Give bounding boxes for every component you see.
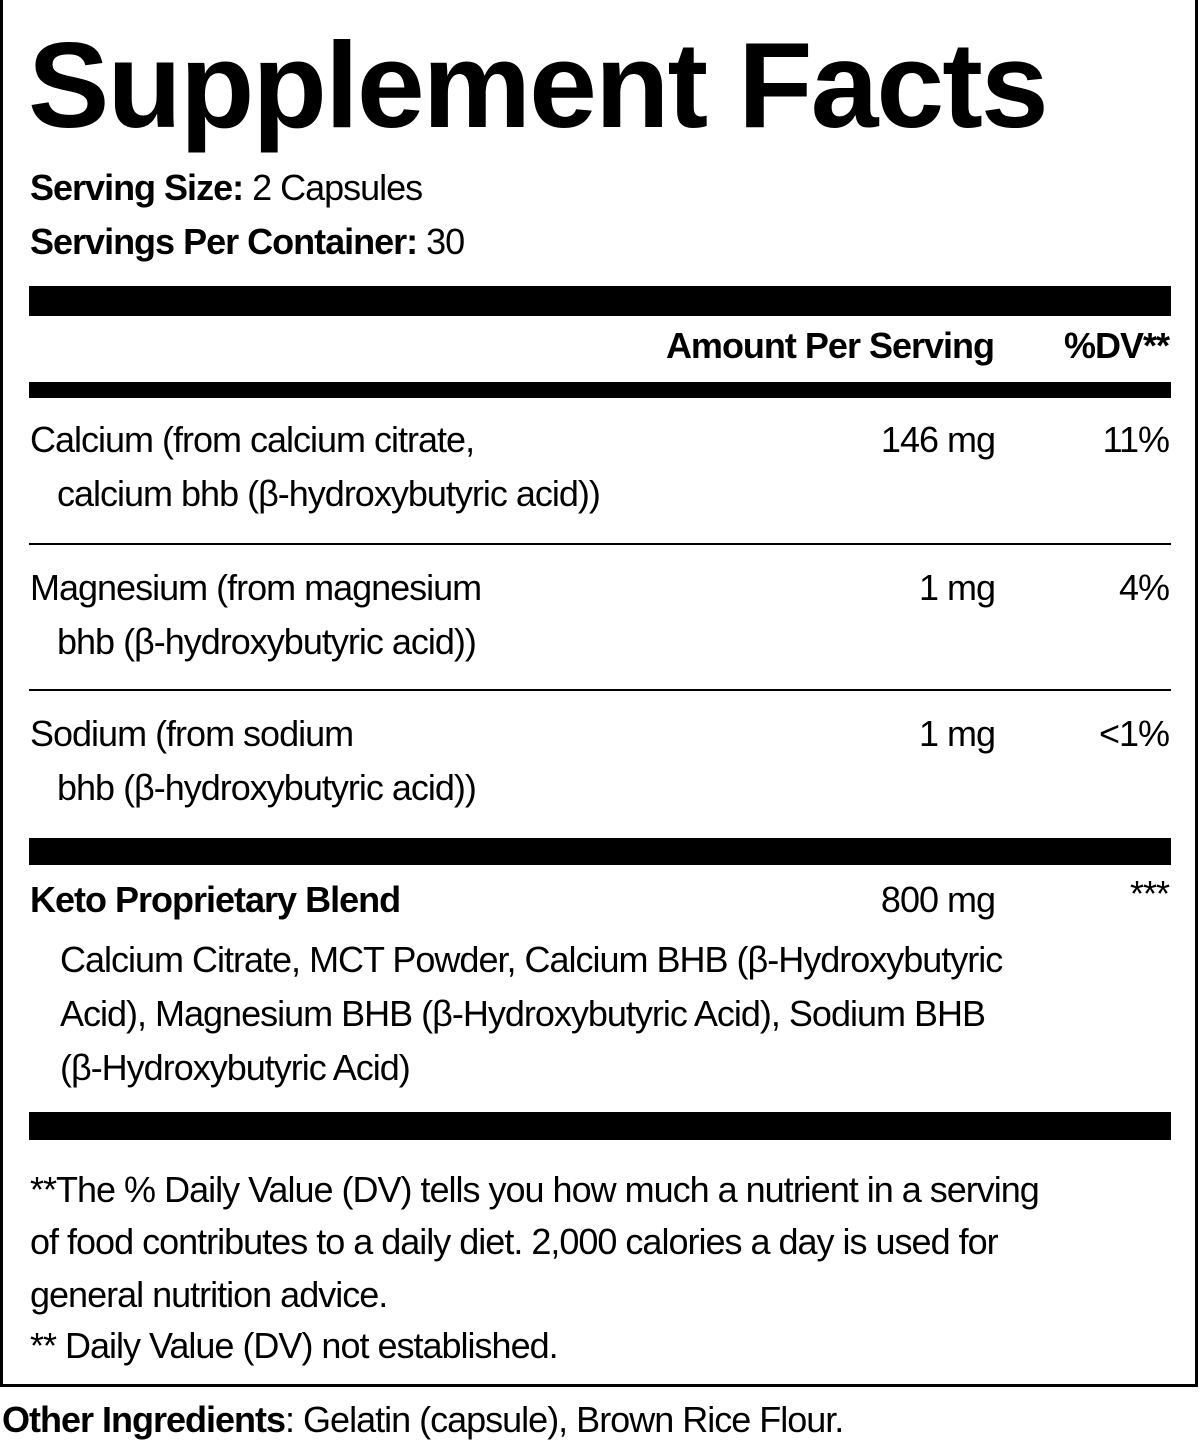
supplement-facts-panel	[0, 0, 1198, 1387]
nutrient-amount: 1 mg	[918, 567, 996, 608]
blend-amount: 800 mg	[880, 879, 996, 920]
divider-bar	[29, 838, 1171, 865]
servings-per-container: Servings Per Container: 30	[30, 221, 465, 262]
footnote-line: **The % Daily Value (DV) tells you how m…	[30, 1169, 1040, 1210]
row-divider	[29, 689, 1171, 691]
divider-bar	[29, 286, 1171, 316]
other-ingredients-label: Other Ingredients	[2, 1399, 286, 1440]
divider-bar	[29, 382, 1171, 398]
footnote-line: ** Daily Value (DV) not established.	[30, 1325, 559, 1366]
other-ingredients-value: : Gelatin (capsule), Brown Rice Flour.	[285, 1399, 844, 1440]
nutrient-dv: <1%	[1098, 713, 1170, 754]
dv-header: %DV**	[1063, 325, 1170, 366]
blend-dv: ***	[1129, 873, 1170, 914]
divider-bar	[29, 1112, 1171, 1140]
nutrient-name: Calcium (from calcium citrate,	[30, 419, 475, 460]
footnote-line: general nutrition advice.	[30, 1274, 388, 1315]
serving-size-label: Serving Size:	[30, 167, 244, 208]
nutrient-source: bhb (β-hydroxybutyric acid))	[57, 767, 477, 808]
blend-ingredients-line: Acid), Magnesium BHB (β-Hydroxybutyric A…	[60, 993, 986, 1034]
other-ingredients: Other Ingredients: Gelatin (capsule), Br…	[2, 1399, 844, 1440]
nutrient-dv: 11%	[1102, 419, 1170, 460]
nutrient-source: calcium bhb (β-hydroxybutyric acid))	[57, 473, 601, 514]
nutrient-amount: 146 mg	[880, 419, 996, 460]
panel-title: Supplement Facts	[28, 17, 1049, 153]
servings-per-container-value: 30	[417, 221, 465, 262]
nutrient-dv: 4%	[1118, 567, 1170, 608]
nutrient-name: Magnesium (from magnesium	[30, 567, 482, 608]
blend-ingredients-line: (β-Hydroxybutyric Acid)	[60, 1047, 411, 1088]
footnote-line: of food contributes to a daily diet. 2,0…	[30, 1221, 999, 1262]
servings-per-container-label: Servings Per Container:	[30, 221, 418, 262]
row-divider	[29, 543, 1171, 545]
blend-name: Keto Proprietary Blend	[30, 879, 401, 920]
amount-per-serving-header: Amount Per Serving	[665, 325, 995, 366]
nutrient-name: Sodium (from sodium	[30, 713, 354, 754]
blend-ingredients-line: Calcium Citrate, MCT Powder, Calcium BHB…	[60, 939, 1003, 980]
nutrient-source: bhb (β-hydroxybutyric acid))	[57, 621, 477, 662]
serving-size: Serving Size: 2 Capsules	[30, 167, 423, 208]
serving-size-value: 2 Capsules	[243, 167, 423, 208]
nutrient-amount: 1 mg	[918, 713, 996, 754]
